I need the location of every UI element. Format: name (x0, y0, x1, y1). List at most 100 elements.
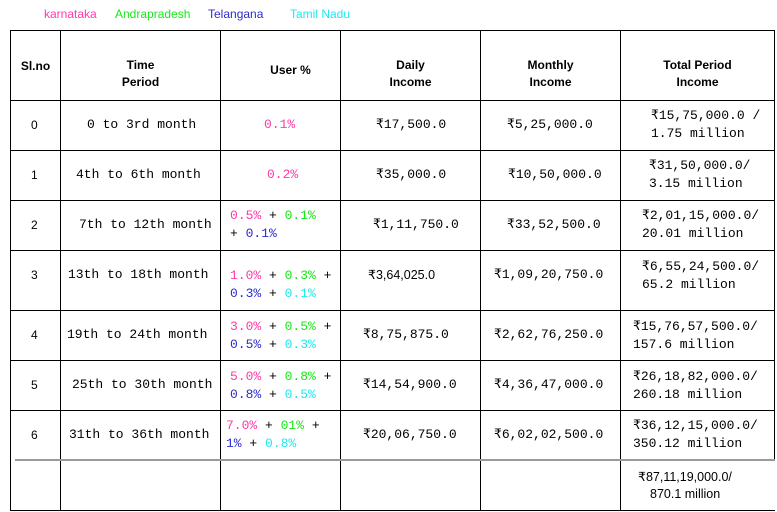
row-2-total-income: ₹2,01,15,000.0/ 20.01 million (642, 207, 759, 243)
row-3-time-period: 13th to 18th month (68, 267, 209, 282)
row-6-slno: 6 (31, 428, 38, 442)
header-time-line1: Time (126, 58, 155, 72)
user-percent-segment: 0.1% (284, 286, 316, 301)
user-percent-segment: + (230, 226, 246, 241)
header-daily-income: Daily Income (341, 57, 480, 91)
row-0-monthly-income: ₹5,25,000.0 (507, 117, 593, 132)
row-1-time-period: 4th to 6th month (76, 167, 201, 182)
row-2-daily-income: ₹1,11,750.0 (373, 217, 459, 232)
row-0-total-income: ₹15,75,000.0 / 1.75 million (651, 107, 760, 143)
header-daily-line1: Daily (396, 58, 425, 72)
row-5-total-line2: 260.18 million (633, 387, 743, 402)
user-percent-line: 0.8% + 0.5% (230, 386, 331, 404)
user-percent-segment: 3.0% (230, 319, 262, 334)
header-total-line2: Income (676, 75, 719, 89)
user-percent-segment: + (261, 208, 285, 223)
header-total-line1: Total Period (663, 58, 732, 72)
header-monthly-line2: Income (529, 75, 572, 89)
row-4-total-income: ₹15,76,57,500.0/ 157.6 million (633, 318, 758, 354)
row-2-user-percent: 0.5% + 0.1% + 0.1% (230, 207, 316, 243)
row-1-monthly-income: ₹10,50,000.0 (508, 167, 602, 182)
row-0-total-line2: 1.75 million (651, 126, 745, 141)
row-3-total-income: ₹6,55,24,500.0/ 65.2 million (642, 258, 759, 294)
user-percent-line: 0.5% + 0.3% (230, 336, 331, 354)
user-percent-segment: 0.3% (230, 286, 262, 301)
row-5-monthly-income: ₹4,36,47,000.0 (494, 377, 604, 392)
user-percent-line: 3.0% + 0.5% + (230, 318, 331, 336)
header-slno: Sl.no (20, 59, 51, 73)
grand-total-income: ₹87,11,19,000.0/ 870.1 million (638, 469, 732, 503)
row-6-total-income: ₹36,12,15,000.0/ 350.12 million (633, 417, 758, 453)
user-percent-line: 0.5% + 0.1% (230, 207, 316, 225)
header-monthly-income: Monthly Income (481, 57, 620, 91)
user-percent-segment: 0.5% (284, 319, 316, 334)
user-percent-line: 0.2% (267, 166, 298, 184)
row-2-total-line2: 20.01 million (642, 226, 744, 241)
user-percent-segment: + (261, 337, 285, 352)
user-percent-line: + 0.1% (230, 225, 316, 243)
user-percent-segment: + (261, 319, 285, 334)
row-3-daily-income: ₹3,64,025.0 (368, 268, 436, 282)
user-percent-segment: + (315, 268, 332, 283)
user-percent-segment: 0.5% (284, 387, 316, 402)
header-monthly-line1: Monthly (527, 58, 574, 72)
legend-item-karnataka: karnataka (44, 7, 97, 21)
user-percent-segment: 0.1% (264, 117, 296, 132)
row-1-total-line1: ₹31,50,000.0/ (649, 158, 751, 173)
row-4-user-percent: 3.0% + 0.5% +0.5% + 0.3% (230, 318, 331, 354)
row-5-total-income: ₹26,18,82,000.0/ 260.18 million (633, 368, 758, 404)
row-2-slno: 2 (31, 218, 38, 232)
row-4-slno: 4 (31, 328, 38, 342)
header-daily-line2: Income (389, 75, 432, 89)
user-percent-line: 5.0% + 0.8% + (230, 368, 331, 386)
row-0-slno: 0 (31, 118, 38, 132)
row-1-daily-income: ₹35,000.0 (376, 167, 447, 182)
header-total-period-income: Total Period Income (621, 57, 774, 91)
row-2-monthly-income: ₹33,52,500.0 (507, 217, 601, 232)
row-3-monthly-income: ₹1,09,20,750.0 (494, 267, 604, 282)
row-2-time-period: 7th to 12th month (79, 217, 212, 232)
user-percent-segment: + (315, 319, 332, 334)
row-0-user-percent: 0.1% (264, 116, 295, 134)
header-time-period: Time Period (61, 57, 220, 91)
user-percent-segment: 0.2% (267, 167, 299, 182)
row-6-time-period: 31th to 36th month (69, 427, 210, 442)
row-2-total-line1: ₹2,01,15,000.0/ (642, 208, 760, 223)
row-6-user-percent: 7.0% + 01% +1% + 0.8% (226, 417, 320, 453)
user-percent-segment: 0.1% (284, 208, 316, 223)
user-percent-segment: + (261, 268, 285, 283)
row-5-daily-income: ₹14,54,900.0 (363, 377, 457, 392)
user-percent-segment: + (241, 436, 266, 451)
grand-total-line2: 870.1 million (650, 487, 721, 501)
row-0-time-period: 0 to 3rd month (87, 117, 197, 132)
user-percent-segment: 1.0% (230, 268, 262, 283)
user-percent-segment: 0.5% (230, 208, 262, 223)
row-1-total-income: ₹31,50,000.0/ 3.15 million (649, 157, 750, 193)
user-percent-segment: + (315, 369, 332, 384)
row-4-total-line1: ₹15,76,57,500.0/ (633, 319, 758, 334)
row-4-daily-income: ₹8,75,875.0 (363, 327, 449, 342)
user-percent-line: 0.3% + 0.1% (230, 285, 331, 303)
row-5-user-percent: 5.0% + 0.8% +0.8% + 0.5% (230, 368, 331, 404)
legend-item-tamil-nadu: Tamil Nadu (290, 7, 351, 21)
user-percent-segment: 0.8% (230, 387, 262, 402)
header-time-line2: Period (121, 75, 160, 89)
row-6-total-line1: ₹36,12,15,000.0/ (633, 418, 758, 433)
legend-item-andrapradesh: Andrapradesh (115, 7, 191, 21)
row-4-total-line2: 157.6 million (633, 337, 735, 352)
user-percent-segment: 0.8% (284, 369, 316, 384)
row-3-slno: 3 (31, 268, 38, 282)
user-percent-line: 1.0% + 0.3% + (230, 267, 331, 285)
row-0-total-line1: ₹15,75,000.0 / (651, 108, 761, 123)
row-6-monthly-income: ₹6,02,02,500.0 (494, 427, 604, 442)
user-percent-segment: + (261, 286, 285, 301)
user-percent-segment: + (257, 418, 281, 433)
user-percent-segment: 0.3% (284, 268, 316, 283)
legend-item-telangana: Telangana (208, 7, 264, 21)
user-percent-segment: 0.1% (245, 226, 277, 241)
row-4-time-period: 19th to 24th month (67, 327, 208, 342)
row-0-daily-income: ₹17,500.0 (376, 117, 447, 132)
row-3-total-line1: ₹6,55,24,500.0/ (642, 259, 760, 274)
user-percent-segment: 5.0% (230, 369, 262, 384)
user-percent-line: 0.1% (264, 116, 295, 134)
